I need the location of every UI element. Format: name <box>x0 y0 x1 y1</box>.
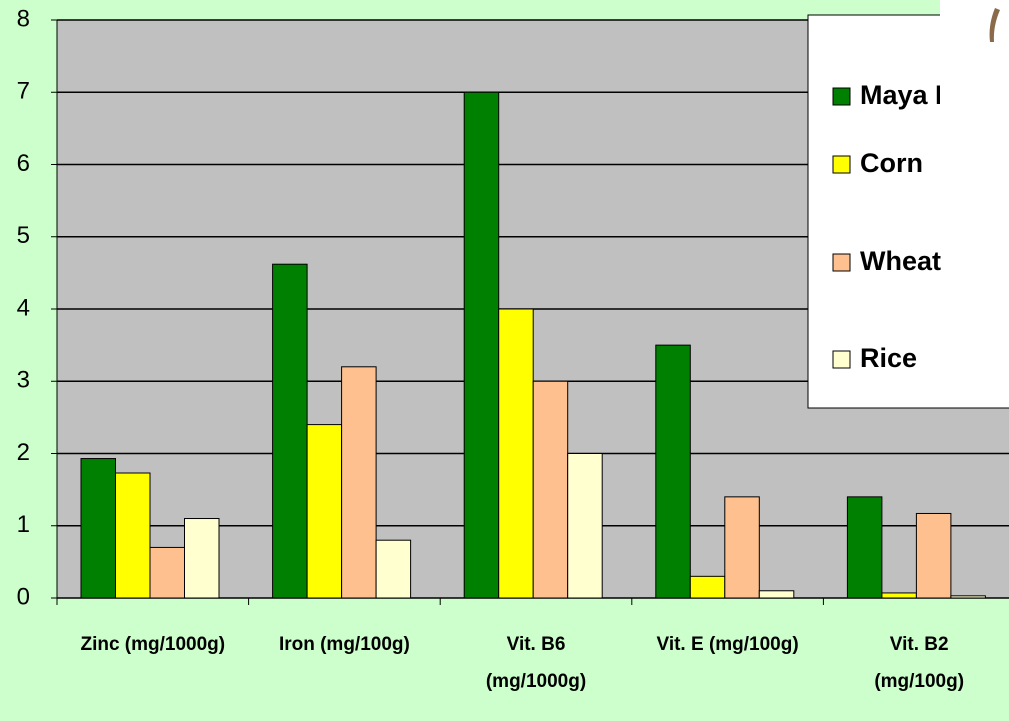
y-tick-label: 0 <box>17 583 30 610</box>
bar <box>375 539 412 599</box>
x-tick-label: Vit. B6 (mg/1000g) <box>485 634 587 692</box>
y-tick-label: 6 <box>17 150 30 177</box>
x-tick-label: Vit. E (mg/100g) <box>656 634 799 655</box>
bar <box>881 592 917 599</box>
y-tick-label: 2 <box>17 439 30 466</box>
bar <box>306 424 343 599</box>
legend-label: Rice <box>860 343 917 373</box>
bar <box>655 344 691 599</box>
decoration <box>989 8 1000 42</box>
bar <box>758 590 795 599</box>
bar <box>689 575 726 599</box>
bar <box>498 308 534 599</box>
legend-swatch <box>832 87 851 106</box>
x-tick-label: Zinc (mg/1000g) <box>80 634 226 655</box>
legend-swatch <box>832 253 851 272</box>
bar <box>846 496 883 599</box>
y-tick-label: 3 <box>17 367 30 394</box>
y-tick-label: 8 <box>17 5 30 32</box>
bar <box>915 512 952 599</box>
legend-swatch <box>832 350 851 369</box>
bar <box>463 91 500 599</box>
bar <box>532 380 569 599</box>
y-tick-label: 7 <box>17 78 30 105</box>
bar <box>184 518 220 599</box>
bar <box>80 458 116 599</box>
bar <box>115 472 151 599</box>
x-tick-label: Iron (mg/100g) <box>278 634 410 655</box>
bar <box>341 366 377 599</box>
bar <box>567 453 603 599</box>
legend-swatch <box>832 155 851 174</box>
y-tick-label: 5 <box>17 222 30 249</box>
decoration <box>940 0 1009 110</box>
legend-label: Corn <box>860 148 923 178</box>
y-tick-label: 1 <box>17 511 30 538</box>
bar <box>950 595 986 599</box>
legend-label: Wheat <box>860 246 941 276</box>
bar <box>724 496 760 599</box>
bar <box>272 263 308 599</box>
y-tick-label: 4 <box>17 294 30 321</box>
bar <box>149 546 185 599</box>
x-tick-label: Vit. B2 (mg/100g) <box>874 634 965 692</box>
